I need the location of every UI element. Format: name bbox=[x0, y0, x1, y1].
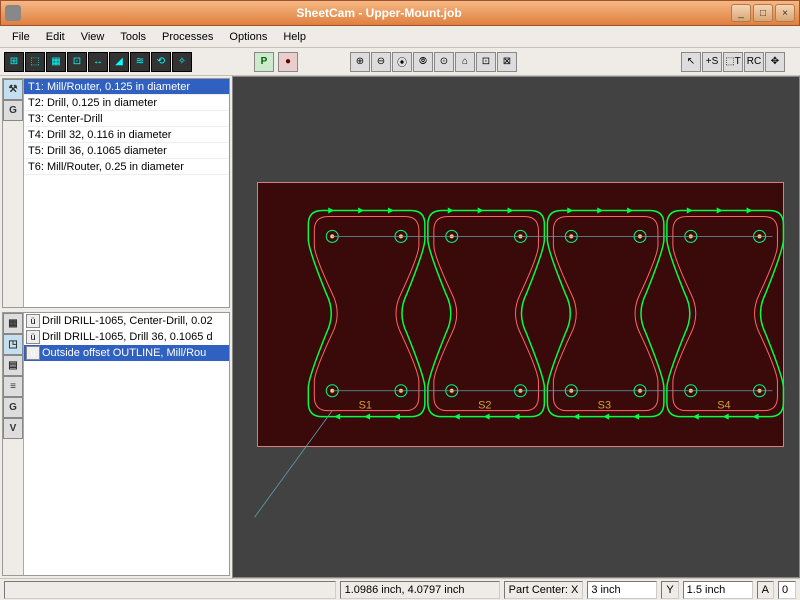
run-btn-0[interactable]: P bbox=[254, 52, 274, 72]
tool-tabs: ⚒G bbox=[3, 79, 24, 307]
seltb-btn-4[interactable]: ✥ bbox=[765, 52, 785, 72]
op-item[interactable]: üOutside offset OUTLINE, Mill/Rou bbox=[24, 345, 229, 361]
tool-tab-0[interactable]: ⚒ bbox=[3, 79, 23, 100]
menu-options[interactable]: Options bbox=[221, 29, 275, 45]
op-item[interactable]: üDrill DRILL-1065, Drill 36, 0.1065 d bbox=[24, 329, 229, 345]
tool-item[interactable]: T4: Drill 32, 0.116 in diameter bbox=[24, 127, 229, 143]
darktb-btn-2[interactable]: ▦ bbox=[46, 52, 66, 72]
tool-list[interactable]: T1: Mill/Router, 0.125 in diameterT2: Dr… bbox=[24, 79, 229, 307]
seltb-btn-1[interactable]: +S bbox=[702, 52, 722, 72]
darktb-btn-1[interactable]: ⬚ bbox=[25, 52, 45, 72]
toolbar: ⊞⬚▦⊡↔◢≋⟲✧ P● ⊕⊖⦿⦾⊙⌂⊡⊠ ↖+S⬚TRC✥ bbox=[0, 48, 800, 76]
operation-list[interactable]: üDrill DRILL-1065, Center-Drill, 0.02üDr… bbox=[24, 313, 229, 575]
partcenter-a-input[interactable] bbox=[778, 581, 796, 599]
maximize-button[interactable]: □ bbox=[753, 4, 773, 22]
viewtb-btn-6[interactable]: ⊡ bbox=[476, 52, 496, 72]
op-tab-1[interactable]: ◳ bbox=[3, 334, 23, 355]
op-tab-4[interactable]: G bbox=[3, 397, 23, 418]
run-btn-1[interactable]: ● bbox=[278, 52, 298, 72]
window-title: SheetCam - Upper-Mount.job bbox=[27, 6, 731, 20]
menu-help[interactable]: Help bbox=[275, 29, 314, 45]
darktb-btn-0[interactable]: ⊞ bbox=[4, 52, 24, 72]
op-tab-3[interactable]: ≡ bbox=[3, 376, 23, 397]
menu-edit[interactable]: Edit bbox=[38, 29, 73, 45]
seltb-btn-0[interactable]: ↖ bbox=[681, 52, 701, 72]
darktb-btn-4[interactable]: ↔ bbox=[88, 52, 108, 72]
op-item[interactable]: üDrill DRILL-1065, Center-Drill, 0.02 bbox=[24, 313, 229, 329]
menu-processes[interactable]: Processes bbox=[154, 29, 221, 45]
tool-item[interactable]: T2: Drill, 0.125 in diameter bbox=[24, 95, 229, 111]
tool-item[interactable]: T6: Mill/Router, 0.25 in diameter bbox=[24, 159, 229, 175]
menu-view[interactable]: View bbox=[73, 29, 113, 45]
close-button[interactable]: × bbox=[775, 4, 795, 22]
viewtb-btn-7[interactable]: ⊠ bbox=[497, 52, 517, 72]
tool-item[interactable]: T5: Drill 36, 0.1065 diameter bbox=[24, 143, 229, 159]
titlebar: SheetCam - Upper-Mount.job _ □ × bbox=[0, 0, 800, 26]
minimize-button[interactable]: _ bbox=[731, 4, 751, 22]
viewtb-btn-4[interactable]: ⊙ bbox=[434, 52, 454, 72]
status-coords: 1.0986 inch, 4.0797 inch bbox=[340, 581, 500, 599]
viewtb-btn-3[interactable]: ⦾ bbox=[413, 52, 433, 72]
window-buttons: _ □ × bbox=[731, 4, 795, 22]
app-icon bbox=[5, 5, 21, 21]
menu-tools[interactable]: Tools bbox=[112, 29, 154, 45]
menubar: FileEditViewToolsProcessesOptionsHelp bbox=[0, 26, 800, 48]
op-tab-0[interactable]: ▦ bbox=[3, 313, 23, 334]
operations-panel: ▦◳▤≡GV üDrill DRILL-1065, Center-Drill, … bbox=[2, 312, 230, 576]
darktb-btn-6[interactable]: ≋ bbox=[130, 52, 150, 72]
op-tab-2[interactable]: ▤ bbox=[3, 355, 23, 376]
seltb-btn-2[interactable]: ⬚T bbox=[723, 52, 743, 72]
darktb-btn-8[interactable]: ✧ bbox=[172, 52, 192, 72]
main-area: ⚒G T1: Mill/Router, 0.125 in diameterT2:… bbox=[0, 76, 800, 578]
darktb-btn-5[interactable]: ◢ bbox=[109, 52, 129, 72]
viewtb-btn-1[interactable]: ⊖ bbox=[371, 52, 391, 72]
stock-rect bbox=[257, 182, 784, 447]
status-a-label: A bbox=[757, 581, 774, 599]
status-blank bbox=[4, 581, 336, 599]
darktb-btn-3[interactable]: ⊡ bbox=[67, 52, 87, 72]
statusbar: 1.0986 inch, 4.0797 inch Part Center: X … bbox=[0, 578, 800, 600]
tool-item[interactable]: T1: Mill/Router, 0.125 in diameter bbox=[24, 79, 229, 95]
partcenter-x-input[interactable] bbox=[587, 581, 657, 599]
left-panel: ⚒G T1: Mill/Router, 0.125 in diameterT2:… bbox=[0, 76, 232, 578]
operation-tabs: ▦◳▤≡GV bbox=[3, 313, 24, 575]
op-tab-5[interactable]: V bbox=[3, 418, 23, 439]
menu-file[interactable]: File bbox=[4, 29, 38, 45]
partcenter-y-input[interactable] bbox=[683, 581, 753, 599]
tool-tab-1[interactable]: G bbox=[3, 100, 23, 121]
viewtb-btn-5[interactable]: ⌂ bbox=[455, 52, 475, 72]
status-y-label: Y bbox=[661, 581, 678, 599]
status-partcenter-label: Part Center: X bbox=[504, 581, 584, 599]
seltb-btn-3[interactable]: RC bbox=[744, 52, 764, 72]
tools-panel: ⚒G T1: Mill/Router, 0.125 in diameterT2:… bbox=[2, 78, 230, 308]
viewtb-btn-0[interactable]: ⊕ bbox=[350, 52, 370, 72]
viewtb-btn-2[interactable]: ⦿ bbox=[392, 52, 412, 72]
canvas-viewport[interactable]: S1S2S3S4 bbox=[232, 76, 800, 578]
tool-item[interactable]: T3: Center-Drill bbox=[24, 111, 229, 127]
darktb-btn-7[interactable]: ⟲ bbox=[151, 52, 171, 72]
